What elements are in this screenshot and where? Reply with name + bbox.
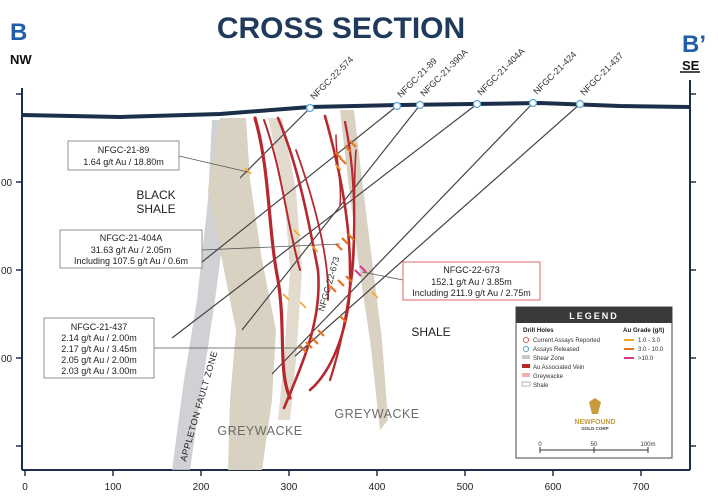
collar-nfgc-21-89	[392, 101, 402, 111]
ground-surface	[21, 100, 691, 120]
callout-line: NFGC-21-437	[71, 322, 128, 332]
vein-hole-label: NFGC-22-673	[316, 255, 341, 312]
x-tick-label: 600	[545, 482, 562, 493]
legend-item: Shale	[533, 383, 549, 389]
x-tick-label: 700	[633, 482, 650, 493]
right-section-letter: B’	[682, 31, 706, 58]
collar-nfgc-22-574	[305, 103, 315, 113]
y-tick-label: 00	[1, 266, 13, 277]
greywacke-label: GREYWACKE	[217, 424, 302, 438]
x-tick-label: 0	[22, 482, 28, 493]
collar-nfgc-21-390a	[415, 100, 425, 110]
legend-grade: 3.0 - 10.0	[638, 347, 664, 353]
legend-item: Current Assays Reported	[533, 338, 600, 344]
legend-grade: >10.0	[638, 356, 654, 362]
hole-label-nfgc-21-437: NFGC-21-437	[578, 50, 625, 97]
drill-collars	[305, 98, 585, 113]
callout-line: Including 211.9 g/t Au / 2.75m	[412, 288, 530, 298]
assay-intercepts	[244, 140, 379, 353]
callout-line: 31.63 g/t Au / 2.05m	[91, 245, 172, 255]
collar-nfgc-21-404a	[472, 99, 482, 109]
legend-heading-drill-holes: Drill Holes	[523, 327, 554, 334]
x-tick-label: 300	[281, 482, 298, 493]
shale-label: SHALE	[411, 325, 450, 339]
vein-swatch	[522, 364, 530, 368]
greywacke-label: GREYWACKE	[334, 407, 419, 421]
callout-line: 1.64 g/t Au / 18.80m	[83, 157, 164, 167]
legend-title: LEGEND	[569, 311, 619, 321]
collar-nfgc-21-424	[528, 98, 538, 108]
figure-title: CROSS SECTION	[217, 12, 465, 45]
assays-released-icon	[522, 345, 530, 353]
callout-line: 152.1 g/t Au / 3.85m	[431, 277, 512, 287]
legend-item: Shear Zone	[533, 356, 565, 362]
callout-nfgc-21-89: NFGC-21-89 1.64 g/t Au / 18.80m	[67, 140, 249, 173]
callout-line: 2.14 g/t Au / 2.00m	[61, 333, 137, 343]
drill-hole-traces	[171, 102, 581, 375]
left-direction: NW	[10, 52, 32, 67]
current-assays-icon	[522, 336, 530, 344]
hole-label-nfgc-21-404a: NFGC-21-404A	[475, 46, 526, 97]
legend-grade: 1.0 - 3.0	[638, 338, 661, 344]
logo-subtext: GOLD CORP	[581, 426, 608, 431]
black-shale-label: SHALE	[136, 202, 175, 216]
legend-item: Greywacke	[533, 374, 564, 380]
logo-text: NEWFOUND	[574, 419, 615, 426]
newfound-logo-icon	[589, 398, 601, 414]
scale-label: 50	[591, 442, 598, 448]
hole-label-nfgc-22-574: NFGC-22-574	[308, 54, 355, 101]
x-tick-label: 400	[369, 482, 386, 493]
right-direction: SE	[682, 58, 700, 73]
legend-item: Assays Released	[533, 347, 579, 353]
callout-line: NFGC-21-89	[98, 145, 150, 155]
greywacke-unit-left	[208, 118, 276, 470]
collar-nfgc-21-437	[575, 99, 585, 109]
black-shale-label: BLACK	[136, 188, 175, 202]
callout-line: 2.03 g/t Au / 3.00m	[61, 366, 137, 376]
left-section-letter: B	[10, 19, 27, 46]
x-tick-label: 200	[193, 482, 210, 493]
legend-item: Au Associated Vein	[533, 365, 584, 371]
scale-label: 100m	[640, 442, 655, 448]
y-tick-label: 00	[1, 178, 13, 189]
callout-line: NFGC-22-673	[443, 265, 500, 275]
callout-line: 2.05 g/t Au / 2.00m	[61, 355, 137, 365]
x-tick-label: 500	[457, 482, 474, 493]
y-tick-label: 00	[1, 354, 13, 365]
shear-zone-swatch	[522, 355, 530, 359]
callout-line: Including 107.5 g/t Au / 0.6m	[74, 256, 188, 266]
au-veins	[253, 114, 357, 410]
callout-line: NFGC-21-404A	[100, 233, 163, 243]
x-axis-ticks	[24, 470, 642, 476]
scale-label: 0	[538, 442, 542, 448]
shale-swatch	[521, 381, 531, 387]
callout-nfgc-22-673: NFGC-22-673 152.1 g/t Au / 3.85m Includi…	[361, 261, 541, 301]
greywacke-swatch	[522, 373, 530, 377]
callout-line: 2.17 g/t Au / 3.45m	[61, 344, 137, 354]
y-axis-ticks	[16, 93, 696, 447]
hole-label-nfgc-21-424: NFGC-21-424	[531, 49, 578, 96]
callout-nfgc-21-437: NFGC-21-437 2.14 g/t Au / 2.00m 2.17 g/t…	[43, 317, 306, 379]
x-tick-label: 100	[105, 482, 122, 493]
legend: LEGEND Drill Holes Au Grade (g/t) Curren…	[515, 306, 673, 459]
greywacke-lens	[268, 118, 302, 420]
callout-nfgc-21-404a: NFGC-21-404A 31.63 g/t Au / 2.05m Includ…	[59, 229, 341, 269]
legend-heading-au-grade: Au Grade (g/t)	[623, 327, 664, 334]
